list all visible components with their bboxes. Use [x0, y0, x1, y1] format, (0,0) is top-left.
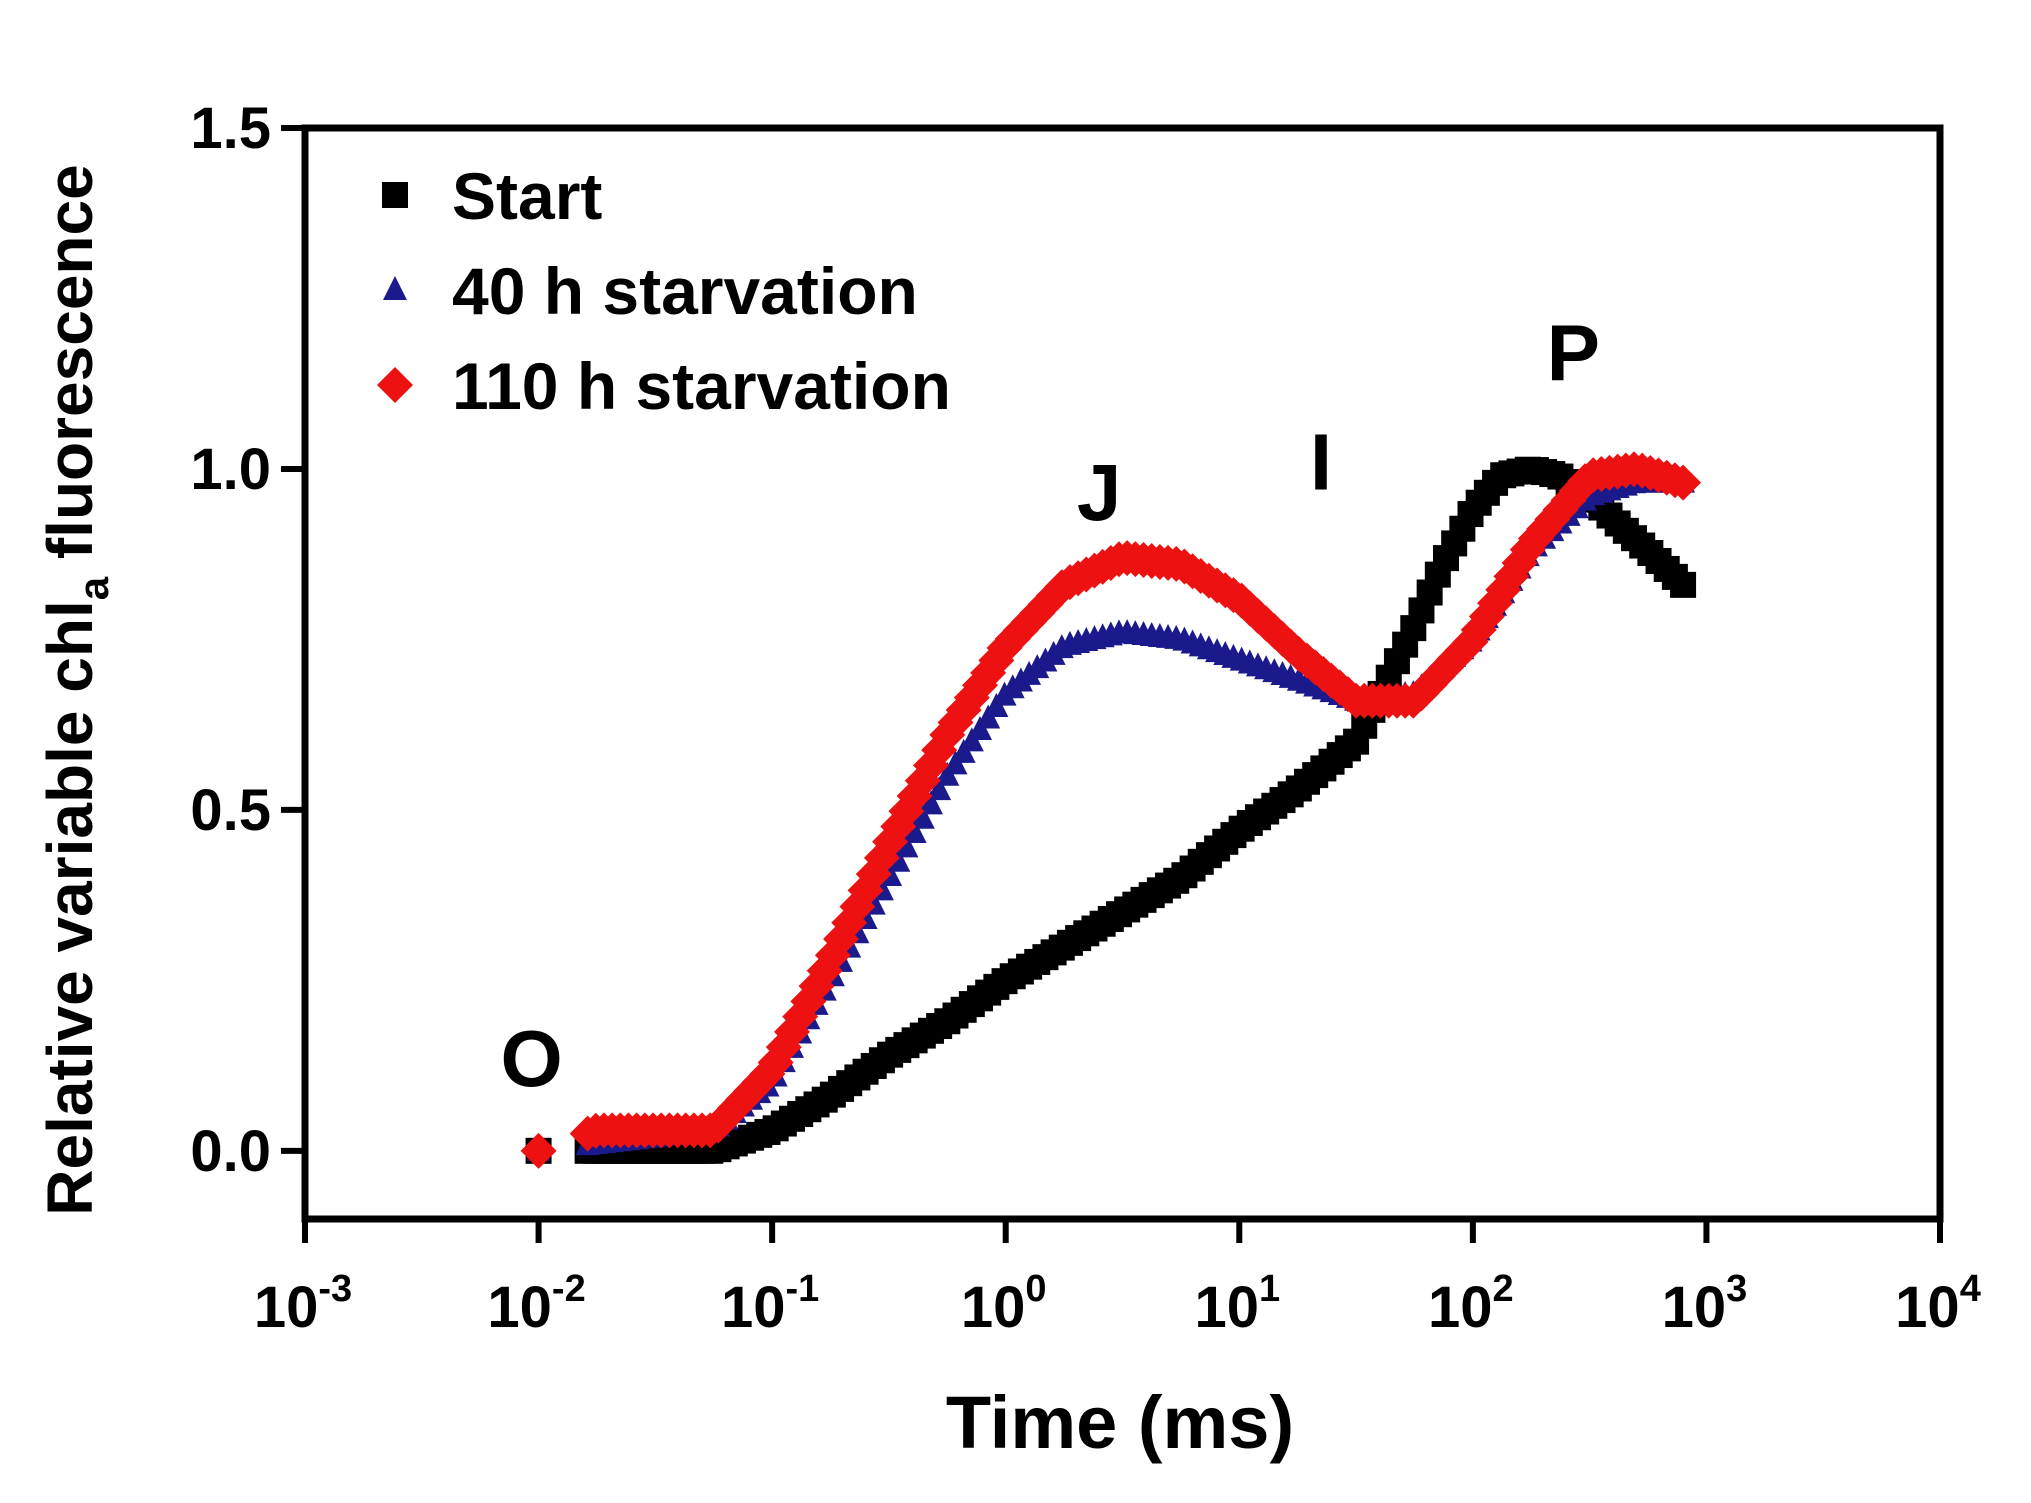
series-0-point — [1670, 571, 1697, 598]
legend-marker-2 — [377, 367, 413, 403]
x-tick-base: 10 — [721, 1275, 786, 1340]
y-tick-label: 0.5 — [190, 778, 271, 843]
x-tick-label: 102 — [1428, 1268, 1514, 1340]
series-1-point — [918, 790, 943, 815]
series-1-point — [894, 833, 919, 858]
x-tick-exp: 0 — [1025, 1268, 1046, 1310]
x-tick-base: 10 — [1895, 1275, 1960, 1340]
series-2-point — [1665, 464, 1702, 501]
annotation-o: O — [500, 1014, 562, 1103]
x-tick-exp: 2 — [1493, 1268, 1514, 1310]
legend-label-1: 40 h starvation — [452, 254, 918, 328]
series-2-markers — [520, 451, 1702, 1169]
annotation-j: J — [1077, 448, 1122, 537]
annotations: O J I P — [500, 308, 1600, 1103]
x-tick-base: 10 — [254, 1275, 319, 1340]
x-tick-label: 101 — [1194, 1268, 1280, 1340]
data-markers — [520, 451, 1702, 1169]
annotation-i: I — [1310, 417, 1332, 506]
x-tick-label: 10-3 — [254, 1268, 352, 1340]
series-1-point — [927, 776, 952, 801]
y-axis-title-sub: a — [70, 576, 117, 600]
y-axis-title-tail: fluorescence — [34, 164, 106, 577]
y-tick-label: 1.5 — [190, 96, 271, 161]
series-2-point — [520, 1132, 557, 1169]
annotation-p: P — [1547, 308, 1600, 397]
x-tick-base: 10 — [961, 1275, 1026, 1340]
x-tick-base: 10 — [1194, 1275, 1259, 1340]
y-axis-title-main: Relative variable chl — [34, 600, 106, 1215]
x-tick-exp: -3 — [318, 1268, 352, 1310]
x-tick-exp: -1 — [786, 1268, 820, 1310]
x-axis-title: Time (ms) — [946, 1381, 1294, 1464]
series-1-point — [886, 847, 911, 872]
x-tick-base: 10 — [1662, 1275, 1727, 1340]
x-tick-base: 10 — [487, 1275, 552, 1340]
x-tick-base: 10 — [1428, 1275, 1493, 1340]
plot-frame — [301, 124, 1944, 1223]
axes: 0.00.51.01.510-3 10-2 10-1 100 101 102 103 104 — [190, 96, 1980, 1340]
legend-marker-0 — [382, 182, 408, 208]
x-tick-exp: 1 — [1259, 1268, 1280, 1310]
x-tick-label: 10-1 — [721, 1268, 819, 1340]
series-1-point — [910, 804, 935, 829]
x-tick-label: 10-2 — [487, 1268, 585, 1340]
series-2-point — [773, 1013, 810, 1050]
y-tick-label: 1.0 — [190, 437, 271, 502]
y-tick-label: 0.0 — [190, 1119, 271, 1184]
legend-label-2: 110 h starvation — [452, 349, 951, 423]
legend-label-0: Start — [452, 159, 602, 233]
legend-marker-1 — [383, 276, 407, 300]
x-tick-label: 100 — [961, 1268, 1047, 1340]
legend: Start 40 h starvation 110 h starvation — [377, 159, 951, 423]
x-tick-exp: 3 — [1726, 1268, 1747, 1310]
x-tick-exp: -2 — [552, 1268, 586, 1310]
axis-labels: Time (ms) Relative variable chla fluoresc… — [34, 164, 1294, 1464]
y-axis-title: Relative variable chla fluorescence — [34, 164, 117, 1215]
x-tick-exp: 4 — [1960, 1268, 1981, 1310]
x-tick-label: 103 — [1662, 1268, 1748, 1340]
x-tick-label: 104 — [1895, 1268, 1981, 1340]
series-1-point — [902, 819, 927, 844]
